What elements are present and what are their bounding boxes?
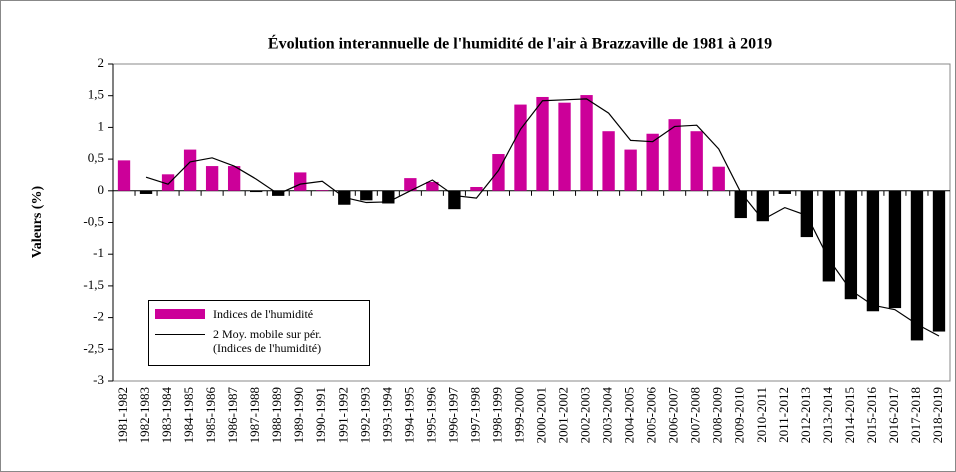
- bar: [536, 96, 549, 191]
- bar: [470, 186, 483, 191]
- x-tick-label: 1982-1983: [137, 387, 152, 443]
- bar: [161, 174, 175, 191]
- bar: [866, 190, 880, 312]
- y-tick-label: -1,5: [83, 277, 104, 292]
- x-tick-label: 2018-2019: [930, 387, 945, 443]
- x-tick-label: 1996-1997: [445, 387, 460, 444]
- bar: [844, 190, 858, 300]
- x-tick-label: 1985-1986: [203, 387, 218, 444]
- x-tick-label: 1984-1985: [181, 387, 196, 443]
- x-tick-label: 2005-2006: [644, 387, 659, 444]
- legend-label: 2 Moy. mobile sur pér. (Indices de l'hum…: [213, 327, 322, 355]
- bar: [250, 190, 263, 193]
- bar: [800, 190, 813, 238]
- x-tick-label: 2014-2015: [842, 387, 857, 443]
- x-tick-label: 2010-2011: [754, 387, 769, 443]
- bar: [778, 190, 791, 194]
- bar: [580, 95, 593, 191]
- bar: [822, 190, 836, 282]
- x-tick-label: 2015-2016: [864, 387, 879, 444]
- x-tick-label: 2002-2003: [578, 387, 593, 443]
- y-tick-label: -3: [93, 372, 104, 387]
- x-tick-label: 1989-1990: [291, 387, 306, 443]
- bar: [910, 190, 924, 341]
- bar: [602, 131, 615, 191]
- x-tick-label: 1998-1999: [489, 387, 504, 443]
- bar: [690, 131, 703, 191]
- x-tick-label: 1990-1991: [313, 387, 328, 443]
- x-tick-label: 2006-2007: [666, 387, 681, 444]
- bar: [183, 149, 197, 191]
- x-tick-label: 1991-1992: [335, 387, 350, 443]
- bar: [360, 190, 373, 201]
- x-tick-label: 1995-1996: [423, 387, 438, 444]
- line: [145, 98, 940, 337]
- bar: [227, 166, 241, 191]
- bar: [558, 102, 571, 191]
- x-tick-label: 2011-2012: [776, 387, 791, 443]
- bar: [404, 178, 417, 191]
- x-tick-label: 1994-1995: [401, 387, 416, 443]
- x-tick-label: 2003-2004: [600, 387, 615, 444]
- legend: Indices de l'humidité 2 Moy. mobile sur p…: [148, 300, 370, 366]
- bar: [624, 149, 637, 191]
- legend-label: Indices de l'humidité: [213, 307, 314, 321]
- legend-entry: Indices de l'humidité: [155, 307, 363, 321]
- x-tick-label: 1986-1987: [225, 387, 240, 444]
- y-tick-label: 0: [98, 182, 105, 197]
- y-tick-label: 1: [98, 118, 105, 133]
- x-tick-label: 1987-1988: [247, 387, 262, 443]
- bar: [756, 190, 769, 222]
- x-tick-label: 2016-2017: [886, 387, 901, 444]
- y-tick-label: -0,5: [83, 213, 104, 228]
- x-tick-label: 2008-2009: [710, 387, 725, 443]
- bar: [205, 166, 219, 191]
- x-tick-label: 1988-1989: [269, 387, 284, 443]
- bar: [316, 190, 329, 191]
- bar: [514, 104, 527, 191]
- x-tick-label: 1992-1993: [357, 387, 372, 443]
- legend-symbol: [155, 307, 213, 321]
- x-tick-label: 1981-1982: [115, 387, 130, 443]
- y-tick-label: 0,5: [88, 150, 104, 165]
- bar: [932, 190, 946, 332]
- bar: [139, 190, 153, 194]
- legend-entry: 2 Moy. mobile sur pér. (Indices de l'hum…: [155, 327, 363, 355]
- y-tick-label: 2: [98, 55, 105, 70]
- y-tick-label: -2,5: [83, 340, 104, 355]
- chart-title: Évolution interannuelle de l'humidité de…: [268, 34, 772, 53]
- y-tick-label: -2: [93, 309, 104, 324]
- x-tick-label: 2007-2008: [688, 387, 703, 443]
- x-tick-label: 1997-1998: [467, 387, 482, 443]
- x-tick-label: 2013-2014: [820, 387, 835, 444]
- legend-symbol: [155, 327, 213, 341]
- x-tick-label: 2001-2002: [556, 387, 571, 443]
- x-tick-label: 2000-2001: [533, 387, 548, 443]
- x-tick-label: 1983-1984: [159, 387, 174, 444]
- y-tick-label: -1: [93, 245, 104, 260]
- bar: [888, 190, 902, 309]
- bar: [734, 190, 747, 219]
- bar: [426, 181, 439, 191]
- bar: [646, 133, 659, 191]
- x-tick-label: 2012-2013: [798, 387, 813, 443]
- x-tick-label: 2004-2005: [622, 387, 637, 443]
- y-tick-label: 1,5: [88, 87, 104, 102]
- bar: [668, 119, 681, 191]
- x-tick-label: 2017-2018: [908, 387, 923, 443]
- x-tick-label: 1993-1994: [379, 387, 394, 444]
- bar: [712, 166, 725, 191]
- y-axis-title: Valeurs (%): [30, 186, 45, 259]
- bar: [294, 172, 307, 191]
- bar: [492, 154, 505, 191]
- bar: [117, 160, 131, 191]
- x-tick-label: 2009-2010: [732, 387, 747, 443]
- x-tick-label: 1999-2000: [511, 387, 526, 443]
- bar: [448, 190, 461, 210]
